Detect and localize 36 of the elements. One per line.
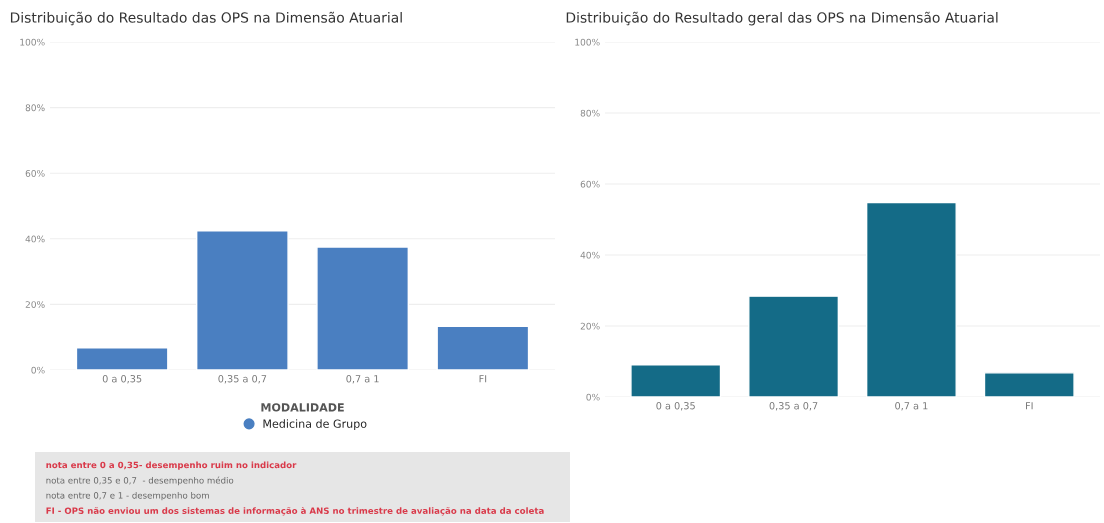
- y-tick-label: 80%: [580, 109, 600, 117]
- x-tick-label: 0,35 a 0,7: [769, 402, 818, 411]
- x-tick-label: 0,7 a 1: [346, 375, 379, 384]
- y-tick-label: 0%: [31, 366, 45, 374]
- bar: [195, 230, 289, 370]
- y-tick-label: 40%: [25, 235, 45, 243]
- y-tick-label: 0%: [586, 393, 600, 401]
- chart-title: Distribuição do Resultado das OPS na Dimensão Atuarial: [10, 11, 402, 26]
- text: FI - OPS não enviou um dos sistemas de informação à ANS no trimestre de avaliação na data da coleta: [46, 506, 544, 516]
- y-tick-label: 100%: [20, 38, 45, 46]
- bar: [436, 325, 530, 370]
- y-tick-label: 100%: [575, 38, 600, 46]
- bar: [748, 295, 840, 397]
- bar: [983, 372, 1075, 397]
- y-tick-label: 60%: [25, 169, 45, 177]
- text: nota entre 0 a 0,35- desempenho ruim no indicador: [46, 461, 297, 470]
- x-tick-label: 0 a 0,35: [102, 375, 142, 384]
- text: nota entre 0,35 e 0,7 - desempenho médio: [46, 476, 234, 486]
- x-tick-label: 0,7 a 1: [895, 402, 928, 411]
- y-tick-label: 40%: [580, 251, 600, 259]
- bar: [865, 201, 957, 397]
- legend-label: Medicina de Grupo: [263, 419, 367, 431]
- x-tick-label: 0 a 0,35: [656, 402, 695, 411]
- bar: [630, 364, 722, 397]
- x-tick-label: FI: [479, 375, 487, 383]
- bar: [316, 246, 410, 370]
- y-tick-label: 80%: [25, 104, 45, 112]
- chart-title: Distribuição do Resultado geral das OPS na Dimensão Atuarial: [566, 11, 998, 26]
- y-tick-label: 20%: [580, 322, 600, 330]
- y-tick-label: 20%: [25, 301, 45, 308]
- y-tick-label: 60%: [580, 180, 600, 188]
- legend-title: MODALIDADE: [261, 403, 344, 412]
- x-tick-label: FI: [1026, 402, 1033, 410]
- text: nota entre 0,7 e 1 - desempenho bom: [46, 491, 209, 501]
- bar: [75, 347, 169, 370]
- x-tick-label: 0,35 a 0,7: [218, 375, 267, 384]
